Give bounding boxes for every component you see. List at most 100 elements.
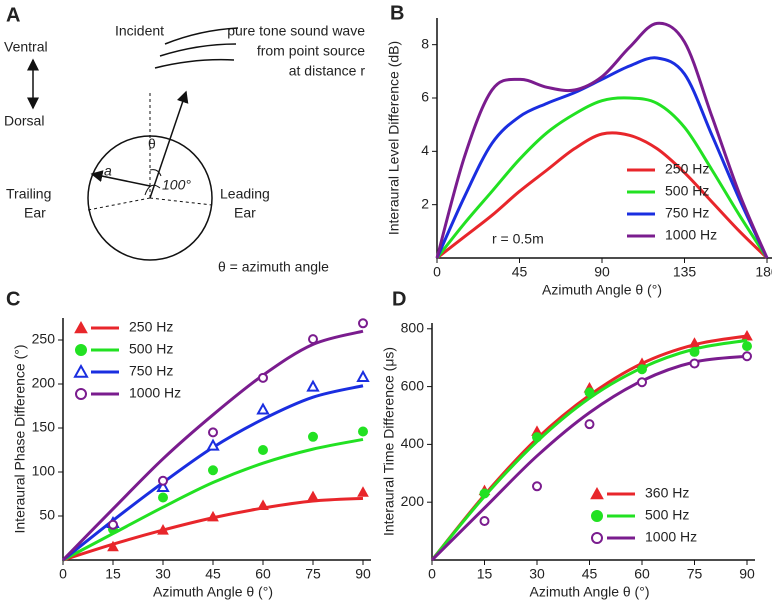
radius-arrow xyxy=(90,170,151,187)
x-tick-label: 75 xyxy=(687,566,703,582)
series-line xyxy=(430,334,748,561)
theta-arc xyxy=(149,169,162,177)
legend-label: 250 Hz xyxy=(129,319,173,335)
wave-text: at distance r xyxy=(289,63,366,79)
y-tick-label: 50 xyxy=(39,507,55,523)
data-point xyxy=(258,372,268,383)
series-line xyxy=(436,131,769,260)
data-point xyxy=(208,465,218,476)
x-axis-label: Azimuth Angle θ (°) xyxy=(542,282,662,298)
data-point xyxy=(357,486,369,497)
leading-ear: Leading xyxy=(220,186,270,202)
x-tick-label: 0 xyxy=(433,264,441,280)
data-point xyxy=(356,369,370,382)
y-tick-label: 150 xyxy=(32,419,56,435)
data-point xyxy=(479,488,490,499)
y-tick-label: 200 xyxy=(401,493,425,509)
chart-panel: B 0 45 90 135 180 2 4 6 8 Azimuth Angle θ (°) Inter… xyxy=(386,2,772,298)
data-point xyxy=(532,481,542,492)
data-point xyxy=(308,431,318,442)
sound-wave xyxy=(154,27,239,69)
data-point xyxy=(742,341,752,352)
y-axis-label: Interaural Level Difference (dB) xyxy=(386,41,402,235)
x-tick-label: 15 xyxy=(477,566,493,582)
x-tick-label: 60 xyxy=(634,566,650,582)
axis-line xyxy=(436,18,772,259)
x-tick-label: 60 xyxy=(255,566,271,582)
x-tick-label: 30 xyxy=(529,566,545,582)
panel-a: A Ventral Dorsal Incident pure tone soun… xyxy=(4,4,365,274)
x-tick-label: 45 xyxy=(512,264,528,280)
y-tick-label: 100 xyxy=(32,463,56,479)
data-point xyxy=(358,426,368,437)
panel-label: A xyxy=(6,4,20,26)
ear-axis xyxy=(87,197,151,211)
data-point xyxy=(689,346,700,357)
data-point xyxy=(207,510,219,522)
y-tick-label: 6 xyxy=(421,89,429,105)
y-tick-label: 2 xyxy=(421,195,429,211)
data-point xyxy=(258,445,268,455)
data-point xyxy=(157,524,169,535)
x-tick-label: 30 xyxy=(155,566,171,582)
y-tick-label: 400 xyxy=(401,435,425,451)
legend-label: 750 Hz xyxy=(129,363,173,379)
series-line xyxy=(61,329,364,562)
data-point xyxy=(257,499,269,510)
x-tick-label: 135 xyxy=(673,264,697,280)
data-point xyxy=(742,351,752,362)
y-axis-label: Interaural Phase Difference (°) xyxy=(12,345,28,534)
legend-marker xyxy=(75,344,87,356)
x-tick-label: 0 xyxy=(59,566,67,582)
data-point xyxy=(358,318,368,329)
y-tick-label: 250 xyxy=(32,331,56,347)
data-point xyxy=(479,515,490,526)
trailing-ear: Trailing xyxy=(6,186,51,202)
y-tick-label: 4 xyxy=(421,142,429,158)
data-point xyxy=(584,419,595,430)
angle-label: 100° xyxy=(162,177,191,193)
x-tick-label: 15 xyxy=(105,566,121,582)
legend-marker xyxy=(75,388,87,400)
x-tick-label: 0 xyxy=(428,566,436,582)
legend-label: 360 Hz xyxy=(645,485,689,501)
ventral-label: Ventral xyxy=(4,39,48,55)
legend-label: 750 Hz xyxy=(665,205,709,221)
theta-label: θ xyxy=(148,136,156,152)
dorsal-label: Dorsal xyxy=(4,113,44,129)
data-point xyxy=(637,364,647,375)
legend-marker xyxy=(74,320,88,334)
x-tick-label: 180 xyxy=(755,264,772,280)
x-tick-label: 90 xyxy=(594,264,610,280)
y-axis-label: Interaural Time Difference (μs) xyxy=(381,347,397,536)
panel-label: C xyxy=(6,288,20,310)
legend-label: 500 Hz xyxy=(665,183,709,199)
ear-axis xyxy=(149,197,213,206)
data-point xyxy=(156,479,170,492)
y-tick-label: 800 xyxy=(401,319,425,335)
data-point xyxy=(158,492,168,503)
data-point xyxy=(108,519,118,530)
data-point xyxy=(584,387,595,398)
x-tick-label: 90 xyxy=(739,566,755,582)
x-tick-label: 75 xyxy=(305,566,321,582)
data-point xyxy=(308,334,318,345)
legend-label: 1000 Hz xyxy=(665,227,717,243)
series-line xyxy=(435,96,769,259)
x-tick-label: 90 xyxy=(355,566,371,582)
angle-arc xyxy=(144,184,161,196)
legend-label: 500 Hz xyxy=(645,507,689,523)
x-axis-label: Azimuth Angle θ (°) xyxy=(530,584,650,600)
x-tick-label: 45 xyxy=(205,566,221,582)
data-point xyxy=(307,490,319,502)
source-arrow xyxy=(149,90,189,199)
wave-text: pure tone sound wave xyxy=(227,23,365,39)
series-line xyxy=(435,56,769,259)
data-point xyxy=(158,475,168,486)
x-tick-label: 45 xyxy=(582,566,598,582)
legend-marker xyxy=(73,363,89,378)
trailing-ear: Ear xyxy=(24,205,46,221)
x-axis-label: Azimuth Angle θ (°) xyxy=(153,584,273,600)
incident-label: Incident xyxy=(115,23,164,39)
